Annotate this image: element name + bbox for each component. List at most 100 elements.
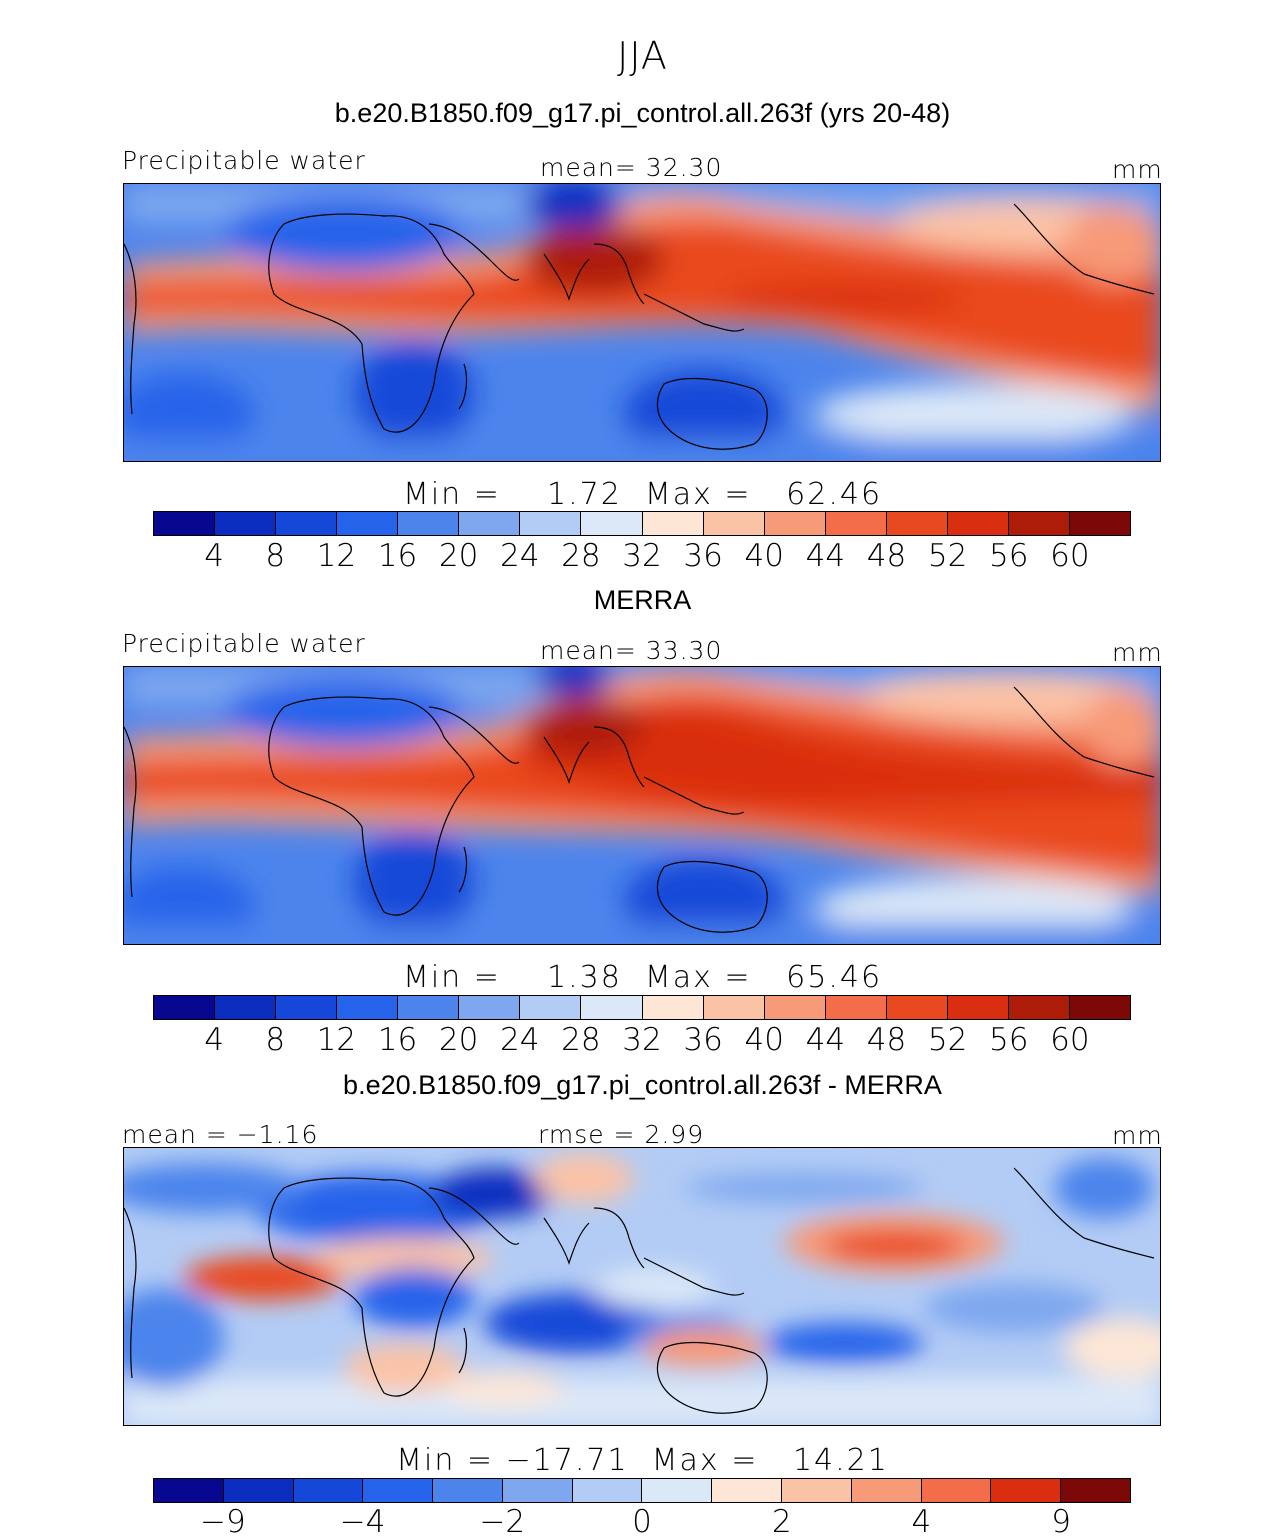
colorbar-swatch xyxy=(764,996,826,1019)
colorbar-swatch xyxy=(398,996,460,1019)
colorbar-tick-label: 56 xyxy=(989,1022,1029,1058)
panel-3-min-max: Min = −17.71 Max = 14.21 xyxy=(396,1443,889,1478)
colorbar-swatch xyxy=(991,1479,1062,1502)
colorbar-tick-label: 60 xyxy=(1050,1022,1090,1058)
panel-3-coastlines xyxy=(124,1167,1155,1414)
colorbar-tick-label: 52 xyxy=(927,1022,968,1058)
colorbar-tick-label: 24 xyxy=(500,538,540,574)
colorbar-swatch xyxy=(886,996,948,1019)
colorbar-tick-label: 32 xyxy=(622,1022,662,1058)
panel-1-map xyxy=(123,183,1161,462)
colorbar-swatch xyxy=(293,1479,364,1502)
colorbar-tick-label: 8 xyxy=(265,538,286,574)
colorbar-swatch xyxy=(1008,512,1070,535)
colorbar-swatch xyxy=(703,996,765,1019)
colorbar-swatch xyxy=(642,1479,713,1502)
panel-3-map xyxy=(123,1147,1161,1426)
colorbar-swatch xyxy=(825,996,887,1019)
panel-1-min-max: Min = 1.72 Max = 62.46 xyxy=(402,477,883,512)
colorbar-swatch xyxy=(782,1479,852,1502)
panel-1-map-svg xyxy=(124,184,1160,461)
colorbar-tick-label: 28 xyxy=(561,1022,601,1058)
colorbar-tick-label: 44 xyxy=(805,538,846,574)
colorbar-tick-label: 4 xyxy=(204,538,224,574)
panel-2-units-label: mm xyxy=(1112,638,1163,667)
colorbar-swatch xyxy=(337,512,399,535)
colorbar-tick-label: 4 xyxy=(911,1504,932,1540)
colorbar-swatch xyxy=(703,512,765,535)
panel-2-map xyxy=(123,666,1161,945)
colorbar-tick-label: 2 xyxy=(771,1504,792,1540)
colorbar-swatch xyxy=(433,1479,503,1502)
panel-3-colorbar xyxy=(153,1478,1131,1503)
colorbar-swatch xyxy=(276,512,338,535)
colorbar-tick-label: 16 xyxy=(377,1022,418,1058)
colorbar-tick-label: 48 xyxy=(866,1022,907,1058)
colorbar-swatch xyxy=(459,996,521,1019)
colorbar-tick-label: 4 xyxy=(204,1022,224,1058)
panel-2-colorbar xyxy=(153,995,1131,1020)
colorbar-swatch xyxy=(215,512,277,535)
colorbar-tick-label: 12 xyxy=(316,1022,357,1058)
colorbar-swatch xyxy=(398,512,460,535)
colorbar-swatch xyxy=(581,512,643,535)
panel-1-colorbar xyxy=(153,511,1131,536)
colorbar-swatch xyxy=(154,512,216,535)
colorbar-swatch xyxy=(337,996,399,1019)
colorbar-swatch xyxy=(520,996,582,1019)
panel-3-map-svg xyxy=(124,1148,1160,1425)
panel-2-title: MERRA xyxy=(593,585,692,615)
colorbar-swatch xyxy=(642,996,704,1019)
panel-2-min-max: Min = 1.38 Max = 65.46 xyxy=(402,960,883,995)
colorbar-tick-label: 20 xyxy=(438,1022,479,1058)
colorbar-tick-label: 60 xyxy=(1050,538,1090,574)
colorbar-tick-label: 12 xyxy=(316,538,357,574)
panel-1-mean-label: mean= 32.30 xyxy=(540,153,723,182)
colorbar-swatch xyxy=(712,1479,783,1502)
colorbar-tick-label: 36 xyxy=(683,538,723,574)
panel-3-mean-label: mean = −1.16 xyxy=(122,1120,319,1149)
panel-1-variable-label: Precipitable water xyxy=(122,146,366,175)
panel-1-units-label: mm xyxy=(1112,155,1163,184)
colorbar-tick-label: 20 xyxy=(438,538,479,574)
colorbar-swatch xyxy=(215,996,277,1019)
colorbar-swatch xyxy=(1069,996,1130,1019)
colorbar-tick-label: 28 xyxy=(561,538,601,574)
panel-2-colorbar-ticks: 4 8 12 16 20 24 28 32 36 40 44 48 52 56 60 xyxy=(153,1022,1131,1058)
colorbar-tick-label: 48 xyxy=(866,538,907,574)
colorbar-tick-label: 40 xyxy=(744,538,784,574)
colorbar-swatch xyxy=(1008,996,1070,1019)
colorbar-swatch xyxy=(947,512,1009,535)
colorbar-tick-label: −4 xyxy=(339,1504,386,1540)
colorbar-swatch xyxy=(851,1479,922,1502)
panel-1-colorbar-ticks: 4 8 12 16 20 24 28 32 36 40 44 48 52 56 60 xyxy=(153,538,1131,574)
colorbar-swatch xyxy=(154,1479,224,1502)
panel-2-map-svg xyxy=(124,667,1160,944)
colorbar-tick-label: 32 xyxy=(622,538,662,574)
colorbar-swatch xyxy=(886,512,948,535)
colorbar-tick-label: −2 xyxy=(479,1504,526,1540)
colorbar-swatch xyxy=(502,1479,573,1502)
panel-3-colorbar-ticks: −9 −4 −2 0 2 4 9 xyxy=(153,1504,1131,1540)
panel-1-title: b.e20.B1850.f09_g17.pi_control.all.263f … xyxy=(334,98,951,128)
colorbar-tick-label: 0 xyxy=(632,1504,652,1540)
colorbar-tick-label: 24 xyxy=(500,1022,540,1058)
figure-title: JJA xyxy=(617,34,668,78)
colorbar-swatch xyxy=(1061,1479,1130,1502)
panel-3-title: b.e20.B1850.f09_g17.pi_control.all.263f … xyxy=(343,1070,942,1100)
colorbar-swatch xyxy=(1069,512,1130,535)
colorbar-tick-label: 16 xyxy=(377,538,418,574)
colorbar-tick-label: −9 xyxy=(199,1504,246,1540)
colorbar-swatch xyxy=(764,512,826,535)
colorbar-tick-label: 44 xyxy=(805,1022,846,1058)
colorbar-swatch xyxy=(642,512,704,535)
colorbar-swatch xyxy=(363,1479,434,1502)
colorbar-swatch xyxy=(520,512,582,535)
panel-3-rmse-label: rmse = 2.99 xyxy=(538,1120,705,1149)
panel-2-mean-label: mean= 33.30 xyxy=(540,636,723,665)
colorbar-swatch xyxy=(154,996,216,1019)
colorbar-swatch xyxy=(947,996,1009,1019)
colorbar-swatch xyxy=(276,996,338,1019)
colorbar-tick-label: 52 xyxy=(927,538,968,574)
panel-2-coastlines xyxy=(124,686,1155,933)
